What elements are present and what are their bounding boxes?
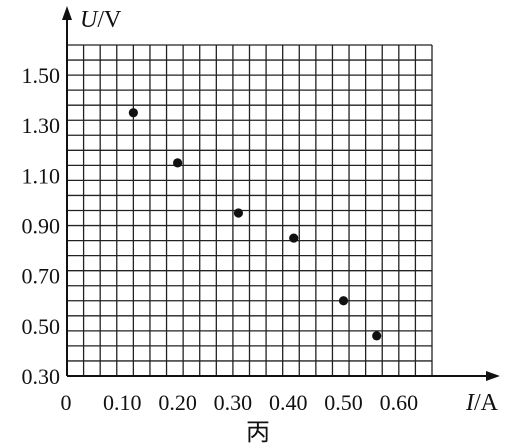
y-tick-label: 1.10 — [22, 163, 61, 188]
y-tick-label: 0.50 — [22, 314, 61, 339]
data-point — [372, 331, 382, 341]
x-tick-label: 0.50 — [324, 390, 363, 415]
x-axis-unit: /A — [474, 390, 499, 416]
data-points — [128, 108, 382, 341]
data-point — [233, 208, 244, 218]
x-tick-label: 0.40 — [269, 390, 308, 415]
axes — [62, 6, 500, 381]
grid — [67, 44, 433, 376]
y-tick-label: 1.50 — [22, 63, 61, 88]
y-tick-label: 0.30 — [22, 364, 61, 389]
y-tick-label: 1.30 — [22, 113, 61, 138]
y-axis-title: U/V — [80, 7, 122, 33]
x-axis-arrow — [486, 371, 500, 381]
figure-caption: 丙 — [246, 418, 270, 446]
x-tick-label: 0.10 — [103, 390, 142, 415]
x-tick-labels: 0.10 0.20 0.30 0.40 0.50 0.60 — [103, 390, 418, 415]
y-axis-arrow — [62, 6, 72, 20]
y-axis-variable: U — [80, 7, 99, 33]
data-point — [128, 108, 138, 118]
x-axis-title: I/A — [465, 390, 499, 416]
x-tick-label: 0.20 — [158, 390, 197, 415]
y-tick-labels: 0.30 0.50 0.70 0.90 1.10 1.30 1.50 — [22, 63, 61, 389]
origin-label: 0 — [61, 390, 72, 415]
data-point — [289, 233, 299, 243]
data-point — [338, 296, 349, 306]
x-tick-label: 0.30 — [214, 390, 253, 415]
x-tick-label: 0.60 — [380, 390, 419, 415]
y-tick-label: 0.70 — [22, 264, 61, 289]
data-point — [173, 158, 183, 168]
x-axis-variable: I — [465, 390, 475, 416]
y-axis-unit: /V — [97, 7, 122, 33]
y-tick-label: 0.90 — [22, 214, 61, 239]
